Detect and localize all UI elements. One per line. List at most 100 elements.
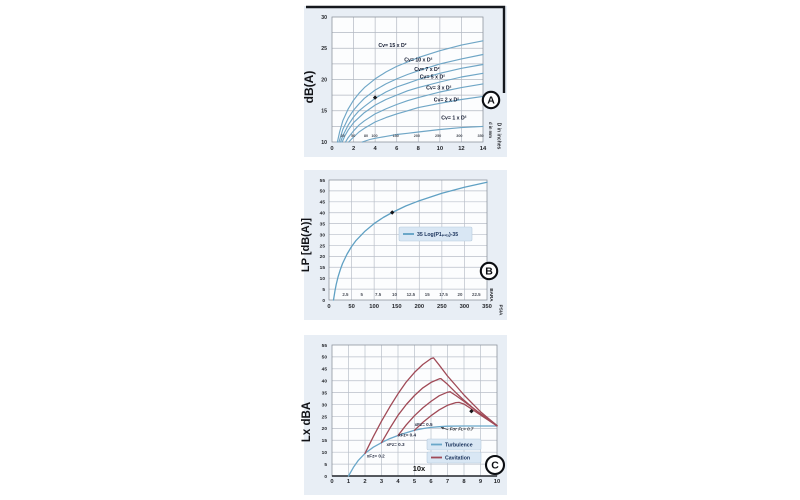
secondary-x-tick-label: 22.5: [472, 292, 481, 297]
curve-label: Cv= 7 x D²: [414, 67, 440, 73]
x-tick-label: 1: [347, 479, 351, 485]
y-tick-label: 5: [324, 462, 327, 468]
y-tick-label: 30: [321, 15, 327, 21]
axis-side-label: D in inches: [496, 123, 502, 150]
series-lp-curve: [332, 181, 488, 301]
y-tick-label: 40: [322, 379, 328, 385]
axis-side-label: d in mm: [488, 122, 493, 138]
panel-badge-circle: [479, 261, 499, 281]
legend-label: 35 Log(P1ₚₛᵢₐ)-35: [417, 232, 458, 238]
data-point-marker: [469, 409, 474, 414]
x-tick-label: 2: [363, 479, 366, 485]
curve-label: Cv= 3 x D²: [426, 86, 452, 92]
x-tick-label: 10: [494, 479, 500, 485]
y-tick-label: 25: [321, 46, 327, 52]
x-tick-label: 4: [374, 146, 378, 152]
panel-badge-letter: B: [485, 266, 493, 278]
y-tick-label: 20: [322, 426, 328, 432]
x-tick-label: 100: [369, 304, 379, 310]
secondary-x-tick-label: 15: [425, 292, 430, 297]
series-cv-2xD2: [348, 95, 484, 143]
legend-box: [398, 226, 473, 242]
legend-box: [426, 451, 482, 464]
curve-label: xFz= 0.4: [398, 432, 416, 437]
y-tick-label: 35: [322, 390, 328, 396]
curve-label: xFz= 0.2: [367, 453, 385, 458]
annotation-arrowhead: [440, 427, 444, 430]
secondary-x-tick-label: 300: [456, 134, 462, 138]
y-tick-label: 45: [322, 367, 328, 373]
x-tick-label: 5: [413, 479, 417, 485]
plot-border: [331, 16, 484, 143]
data-point-marker: [372, 95, 378, 100]
y-tick-label: 55: [320, 178, 326, 184]
x-tick-label: 0: [330, 146, 333, 152]
secondary-x-tick-label: 2.5: [342, 292, 349, 297]
y-tick-label: 10: [321, 140, 327, 146]
annotation-text: For Fʟ= 0.7: [450, 427, 474, 432]
x-tick-label: 12: [458, 146, 464, 152]
y-tick-label: 10: [322, 450, 328, 456]
x-tick-label: 8: [462, 479, 466, 485]
y-tick-label: 15: [320, 265, 326, 271]
series-turbulence: [347, 425, 498, 477]
y-tick-label: 15: [322, 438, 328, 444]
x-tick-label: 0: [327, 304, 330, 310]
x-tick-label: 6: [429, 479, 433, 485]
secondary-x-tick-label: 12.5: [407, 292, 416, 297]
series-cavitation-xfz-0-2: [364, 357, 498, 455]
legend-label: Turbulence: [445, 442, 473, 448]
x-tick-label: 0: [330, 479, 333, 485]
y-tick-label: 0: [322, 298, 325, 304]
secondary-x-tick-label: 50: [351, 134, 355, 138]
curve-label: xFz= 0.5: [415, 422, 433, 427]
y-tick-label: 25: [322, 414, 328, 420]
x-tick-label: 200: [414, 304, 424, 310]
axis-side-label: BARA: [489, 288, 494, 302]
y-tick-label: 20: [320, 254, 326, 260]
y-axis-title: dB(A): [302, 71, 316, 104]
x-tick-label: 9: [479, 479, 483, 485]
x-tick-label: 4: [396, 479, 400, 485]
series-cavitation-xfz-0-5: [413, 401, 498, 431]
y-tick-label: 45: [320, 200, 326, 206]
series-cv-15xD2: [336, 40, 484, 143]
secondary-x-tick-label: 150: [393, 134, 399, 138]
panel-badge-circle: [484, 454, 506, 476]
series-cv-7xD2: [340, 63, 484, 143]
secondary-x-tick-label: 17.5: [439, 292, 448, 297]
plot-border: [328, 179, 488, 301]
series-cv-5xD2: [341, 72, 484, 143]
y-axis-title: LP [dB(A)]: [300, 218, 312, 273]
series-cv-1xD2: [361, 125, 484, 143]
y-tick-label: 40: [320, 211, 326, 217]
x-tick-label: 8: [417, 146, 421, 152]
x-tick-label: 3: [380, 479, 384, 485]
frame-bracket: [306, 5, 506, 93]
y-tick-label: 30: [320, 232, 326, 238]
panel-badge-letter: A: [487, 95, 495, 107]
secondary-x-tick-label: 200: [414, 134, 420, 138]
series-cv-10xD2: [338, 53, 484, 143]
y-tick-label: 10: [320, 276, 326, 282]
x-tick-label: 10: [437, 146, 443, 152]
x-tick-label: 14: [480, 146, 487, 152]
curve-label: Cv= 15 x D²: [378, 43, 406, 49]
chart-A: 0 2 4 6 8 10 12 14 10 15 20 25 30 25 50 80 100 150 200 250 3…: [302, 5, 507, 157]
y-tick-label: 50: [320, 189, 326, 195]
x-tick-label: 7: [446, 479, 449, 485]
y-tick-label: 5: [322, 287, 325, 293]
series-cavitation-xfz-0-4: [397, 391, 498, 437]
chart-B: 0 50 100 150 200 250 300 350 0 5 10 15 20 25 30 35 40 45 5…: [300, 170, 507, 320]
secondary-x-tick-label: 250: [435, 134, 441, 138]
axis-side-label: PSIA: [499, 305, 504, 316]
y-tick-label: 25: [320, 243, 326, 249]
x-tick-label: 2: [352, 146, 355, 152]
data-point-marker: [390, 210, 395, 215]
curve-label: Cv= 2 x D²: [434, 97, 460, 103]
secondary-x-tick-label: 20: [458, 292, 463, 297]
secondary-x-tick-label: 5: [361, 292, 364, 297]
y-axis-title: Lx dBA: [301, 402, 313, 442]
